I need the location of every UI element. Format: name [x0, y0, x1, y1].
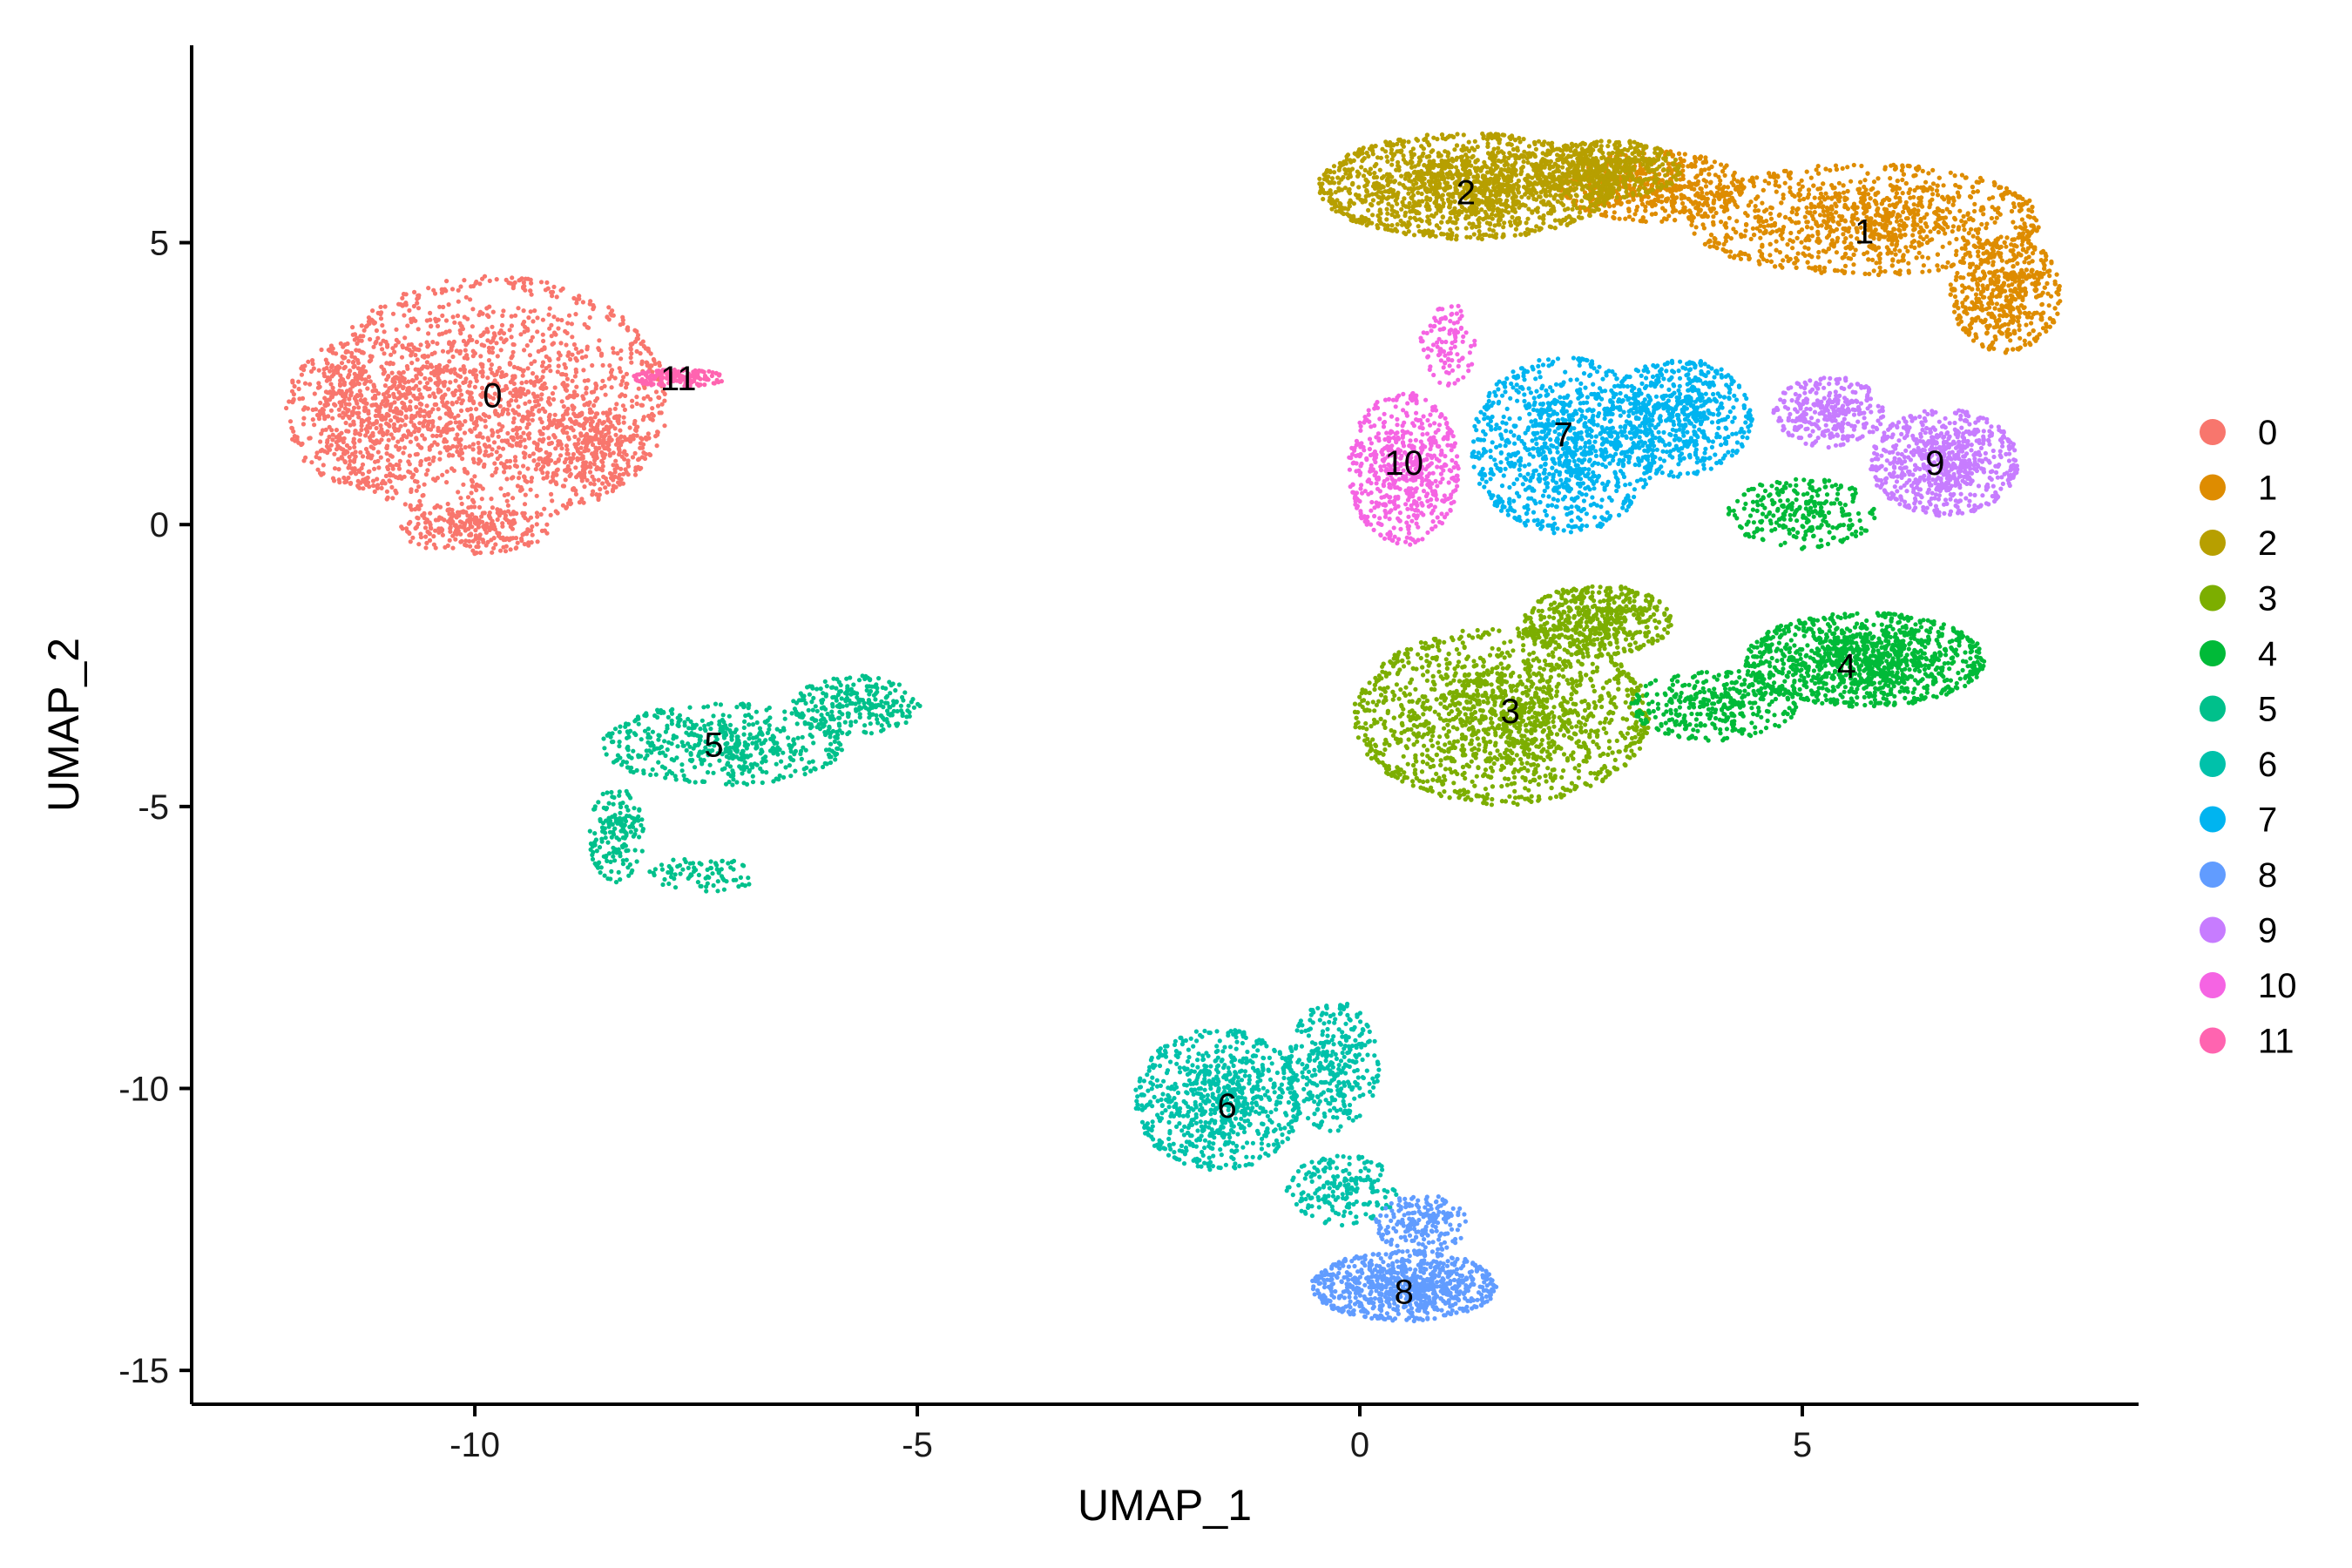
y-tick-label: 5	[150, 225, 169, 263]
cluster-9-points	[1771, 375, 2020, 518]
y-tick-label: -10	[118, 1071, 169, 1109]
legend-key-0	[2200, 419, 2226, 445]
cluster-7-points	[1470, 355, 1754, 536]
x-axis-title: UMAP_1	[1078, 1481, 1252, 1530]
ticks: -10 -5 0 5 -15 -10 -5 0 5	[118, 225, 1812, 1464]
legend-label-2: 2	[2258, 524, 2277, 563]
cluster-10-points	[1347, 303, 1477, 547]
cluster-label-9: 9	[1925, 444, 1944, 483]
y-tick-label: -5	[138, 788, 169, 827]
legend-label-5: 5	[2258, 691, 2277, 729]
legend-key-9	[2200, 916, 2226, 943]
cluster-label-5: 5	[704, 727, 723, 765]
cluster-5-points	[587, 673, 923, 894]
cluster-label-4: 4	[1837, 647, 1856, 686]
cluster-8-points	[1310, 1194, 1499, 1324]
legend-key-1	[2200, 474, 2226, 501]
cluster-6-points	[1133, 1001, 1399, 1228]
y-tick-label: -15	[118, 1352, 169, 1390]
legend-key-6	[2200, 751, 2226, 777]
legend-label-9: 9	[2258, 912, 2277, 950]
x-tick-label: 5	[1793, 1426, 1812, 1464]
axes	[190, 45, 2139, 1406]
x-tick-label: -10	[449, 1426, 500, 1464]
cluster-2-points	[1317, 131, 1682, 242]
legend-label-11: 11	[2258, 1023, 2295, 1061]
legend-key-5	[2200, 695, 2226, 722]
legend-key-3	[2200, 585, 2226, 612]
legend-label-10: 10	[2258, 967, 2297, 1005]
legend-key-2	[2200, 530, 2226, 556]
cluster-0-points	[284, 274, 667, 557]
legend-key-7	[2200, 806, 2226, 833]
cluster-label-6: 6	[1217, 1087, 1236, 1125]
legend-label-4: 4	[2258, 635, 2277, 673]
cluster-label-3: 3	[1501, 693, 1520, 731]
legend-key-10	[2200, 972, 2226, 998]
cluster-4-points	[1629, 476, 1987, 743]
legend-key-4	[2200, 640, 2226, 666]
y-axis-title: UMAP_2	[39, 638, 88, 812]
legend-label-6: 6	[2258, 746, 2277, 784]
cluster-label-11: 11	[660, 360, 697, 398]
legend: 0 1 2 3 4 5 6 7 8 9 10 11	[2200, 414, 2297, 1061]
legend-label-3: 3	[2258, 580, 2277, 618]
x-tick-label: 0	[1350, 1426, 1369, 1464]
x-tick-label: -5	[902, 1426, 933, 1464]
cluster-11-points	[632, 367, 725, 389]
cluster-label-1: 1	[1855, 213, 1874, 252]
cluster-label-2: 2	[1456, 173, 1476, 212]
points-layer	[284, 131, 2063, 1324]
y-tick-label: 0	[150, 506, 169, 544]
legend-key-8	[2200, 862, 2226, 888]
legend-label-7: 7	[2258, 801, 2277, 840]
legend-label-8: 8	[2258, 856, 2277, 895]
legend-label-0: 0	[2258, 414, 2277, 452]
cluster-labels: 0 1 2 3 4 5 6 7 8 9 10 11	[483, 173, 1944, 1311]
cluster-label-10: 10	[1385, 444, 1424, 483]
cluster-label-0: 0	[483, 376, 502, 415]
cluster-label-8: 8	[1395, 1274, 1414, 1312]
legend-key-11	[2200, 1027, 2226, 1054]
cluster-label-7: 7	[1554, 416, 1573, 455]
legend-label-1: 1	[2258, 470, 2277, 508]
